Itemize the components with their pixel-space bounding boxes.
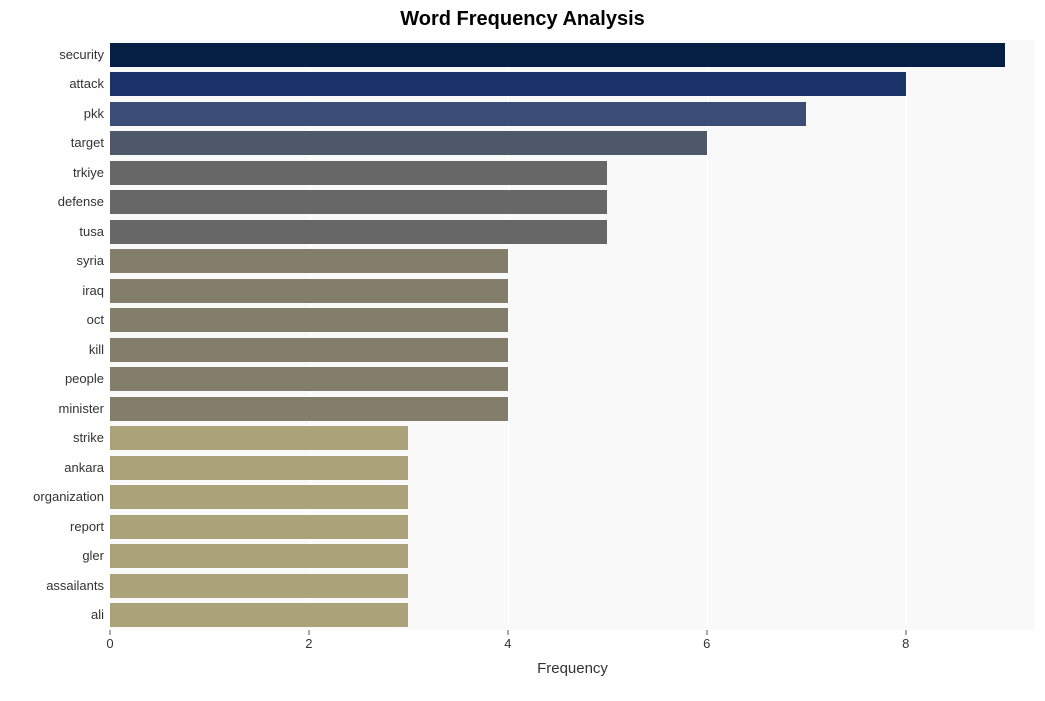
x-tick-mark xyxy=(905,630,906,635)
y-axis-label: tusa xyxy=(0,221,104,243)
x-tick-label: 4 xyxy=(504,636,511,651)
bar xyxy=(110,308,508,332)
bar xyxy=(110,279,508,303)
y-axis-label: pkk xyxy=(0,103,104,125)
bar xyxy=(110,43,1005,67)
chart-title: Word Frequency Analysis xyxy=(0,8,1045,31)
y-axis-label: ankara xyxy=(0,457,104,479)
y-axis-label: ali xyxy=(0,604,104,626)
y-axis-label: attack xyxy=(0,73,104,95)
y-axis-label: people xyxy=(0,368,104,390)
x-tick-label: 2 xyxy=(305,636,312,651)
grid-line xyxy=(110,40,111,630)
bar xyxy=(110,72,906,96)
grid-line xyxy=(707,40,708,630)
y-axis-label: organization xyxy=(0,486,104,508)
y-axis-label: security xyxy=(0,44,104,66)
bar xyxy=(110,220,607,244)
y-axis-label: kill xyxy=(0,339,104,361)
bar xyxy=(110,544,408,568)
bar xyxy=(110,161,607,185)
x-tick-label: 6 xyxy=(703,636,710,651)
x-tick-label: 8 xyxy=(902,636,909,651)
y-axis-label: iraq xyxy=(0,280,104,302)
x-tick-mark xyxy=(706,630,707,635)
y-axis-label: oct xyxy=(0,309,104,331)
y-axis-label: defense xyxy=(0,191,104,213)
bar xyxy=(110,574,408,598)
x-tick-mark xyxy=(110,630,111,635)
bar xyxy=(110,426,408,450)
y-axis-label: minister xyxy=(0,398,104,420)
y-axis-label: assailants xyxy=(0,575,104,597)
grid-line xyxy=(309,40,310,630)
bar xyxy=(110,603,408,627)
y-axis-label: trkiye xyxy=(0,162,104,184)
grid-line xyxy=(906,40,907,630)
y-axis-label: target xyxy=(0,132,104,154)
plot-area xyxy=(110,40,1035,630)
bar xyxy=(110,338,508,362)
grid-line xyxy=(508,40,509,630)
bar xyxy=(110,456,408,480)
x-tick-mark xyxy=(507,630,508,635)
bar xyxy=(110,102,806,126)
x-axis-title: Frequency xyxy=(110,660,1035,677)
bar xyxy=(110,131,707,155)
y-axis-label: report xyxy=(0,516,104,538)
x-tick-mark xyxy=(308,630,309,635)
bar xyxy=(110,190,607,214)
y-axis-label: syria xyxy=(0,250,104,272)
bar xyxy=(110,397,508,421)
chart-container: Word Frequency Analysis Frequency 0 2 4 6 8 s… xyxy=(0,0,1045,701)
bar xyxy=(110,367,508,391)
bar xyxy=(110,485,408,509)
x-tick-label: 0 xyxy=(106,636,113,651)
bar xyxy=(110,515,408,539)
bar xyxy=(110,249,508,273)
y-axis-label: gler xyxy=(0,545,104,567)
y-axis-label: strike xyxy=(0,427,104,449)
